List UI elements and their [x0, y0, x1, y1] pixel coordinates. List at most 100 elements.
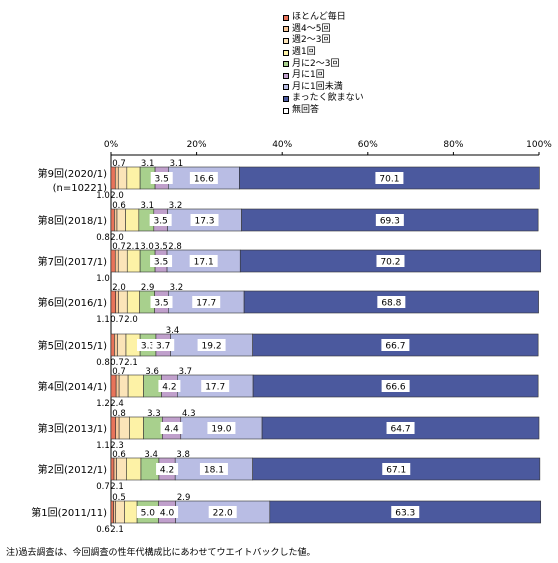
- data-label-box: [382, 463, 411, 475]
- data-label: 2.1: [110, 525, 124, 535]
- data-label: 68.8: [381, 299, 401, 309]
- footnote: 注)過去調査は、今回調査の性年代構成比にあわせてウエイトバックした値。: [6, 548, 316, 558]
- data-label-box: [156, 463, 179, 475]
- data-label-box: [386, 422, 415, 434]
- data-label: 0.8: [96, 233, 110, 243]
- bar-segment: [113, 500, 117, 524]
- data-label: 3.4: [144, 450, 158, 460]
- data-label-box: [150, 172, 173, 184]
- data-label: 2.8: [168, 242, 182, 252]
- bar-segment: [126, 290, 140, 314]
- legend-swatch: [283, 84, 289, 91]
- data-label: 3.1: [141, 159, 155, 169]
- bar-segment: [117, 249, 128, 273]
- bar-segment: [110, 416, 117, 440]
- data-label: 3.7: [179, 367, 193, 377]
- bar-segment: [116, 457, 127, 481]
- bar-segment: [110, 457, 115, 481]
- legend-swatch: [283, 14, 289, 21]
- data-label: 0.7: [112, 367, 126, 377]
- data-label: 2.1: [126, 242, 140, 252]
- category-label: 第8回(2018/1): [38, 214, 107, 227]
- data-label: 3.5: [153, 217, 167, 227]
- legend-swatch: [283, 61, 289, 68]
- data-label: 2.1: [110, 482, 124, 492]
- x-tick-label: 40%: [272, 140, 292, 150]
- data-label: 67.1: [386, 466, 406, 476]
- category-label: 第4回(2014/1): [38, 380, 107, 393]
- data-label: 1.0: [96, 191, 110, 201]
- legend-label: 月に1回未満: [292, 81, 343, 92]
- legend-item: 月に1回未満: [283, 82, 364, 94]
- data-label-box: [208, 506, 237, 518]
- x-tick-label: 20%: [187, 140, 207, 150]
- data-label: 0.7: [110, 315, 124, 325]
- bar-segment: [143, 416, 163, 440]
- legend-item: 週4～5回: [283, 24, 364, 36]
- data-label: 2.0: [110, 233, 124, 243]
- data-label: 0.7: [110, 358, 124, 368]
- data-label-box: [150, 255, 173, 267]
- data-label: 3.1: [140, 201, 154, 211]
- data-label: 0.8: [112, 409, 126, 419]
- data-label: 3.4: [166, 326, 180, 336]
- bar-segment: [110, 290, 117, 314]
- data-label-box: [156, 506, 179, 518]
- bar-segment: [114, 333, 118, 357]
- bar-segment: [113, 457, 117, 481]
- legend-swatch: [283, 26, 289, 33]
- bar-segment: [126, 166, 141, 190]
- data-label: 69.3: [380, 217, 400, 227]
- category-label: 第2回(2012/1): [38, 463, 107, 476]
- data-label: 0.5: [112, 493, 126, 503]
- bar-segment: [129, 416, 144, 440]
- data-label-box: [207, 422, 236, 434]
- x-tick-label: 60%: [358, 140, 378, 150]
- data-label: 2.4: [110, 399, 124, 409]
- data-label: 3.7: [156, 342, 170, 352]
- data-label-box: [190, 214, 219, 226]
- data-label: 17.1: [194, 258, 214, 268]
- legend-item: 週1回: [283, 47, 364, 59]
- data-label: 63.3: [395, 509, 415, 519]
- data-label-box: [192, 296, 221, 308]
- data-label: 18.1: [204, 466, 224, 476]
- data-label: 2.0: [110, 191, 124, 201]
- data-label: 3.3: [141, 342, 155, 352]
- data-label: 0.6: [112, 201, 126, 211]
- data-label: 3.1: [170, 159, 184, 169]
- data-label-box: [201, 380, 230, 392]
- legend-item: 月に2～3回: [283, 58, 364, 70]
- data-label: 4.2: [160, 466, 174, 476]
- bar-segment: [126, 457, 142, 481]
- legend-label: ほとんど毎日: [292, 12, 346, 23]
- category-label: 第3回(2013/1): [38, 422, 107, 435]
- bar-segment: [115, 416, 120, 440]
- data-label: 19.2: [202, 342, 222, 352]
- data-label: 1.1: [96, 315, 110, 325]
- legend-label: 月に1回: [292, 70, 325, 81]
- legend-label: 週2～3回: [292, 35, 331, 46]
- data-label: 0.7: [112, 159, 126, 169]
- data-label-box: [381, 380, 410, 392]
- bar-segment: [114, 166, 119, 190]
- legend-swatch: [283, 107, 289, 114]
- bar-segment: [110, 249, 116, 273]
- data-label-box: [152, 339, 175, 351]
- category-label: (n=10221): [53, 183, 107, 194]
- data-label-box: [375, 214, 404, 226]
- legend-label: 月に2～3回: [292, 58, 340, 69]
- bar-segment: [114, 208, 118, 232]
- x-tick-label: 0%: [104, 140, 119, 150]
- data-label: 4.4: [164, 425, 179, 435]
- data-label-box: [189, 255, 218, 267]
- data-label-box: [136, 506, 159, 518]
- chart-legend: ほとんど毎日 週4～5回 週2～3回 週1回 月に2～3回 月に1回 月に1回未満 まったく飲…: [283, 12, 364, 116]
- data-label: 17.3: [194, 217, 214, 227]
- bar-segment: [115, 290, 120, 314]
- data-label: 4.2: [162, 383, 176, 393]
- data-label: 17.7: [196, 299, 216, 309]
- data-label: 66.6: [386, 383, 406, 393]
- bar-segment: [125, 208, 140, 232]
